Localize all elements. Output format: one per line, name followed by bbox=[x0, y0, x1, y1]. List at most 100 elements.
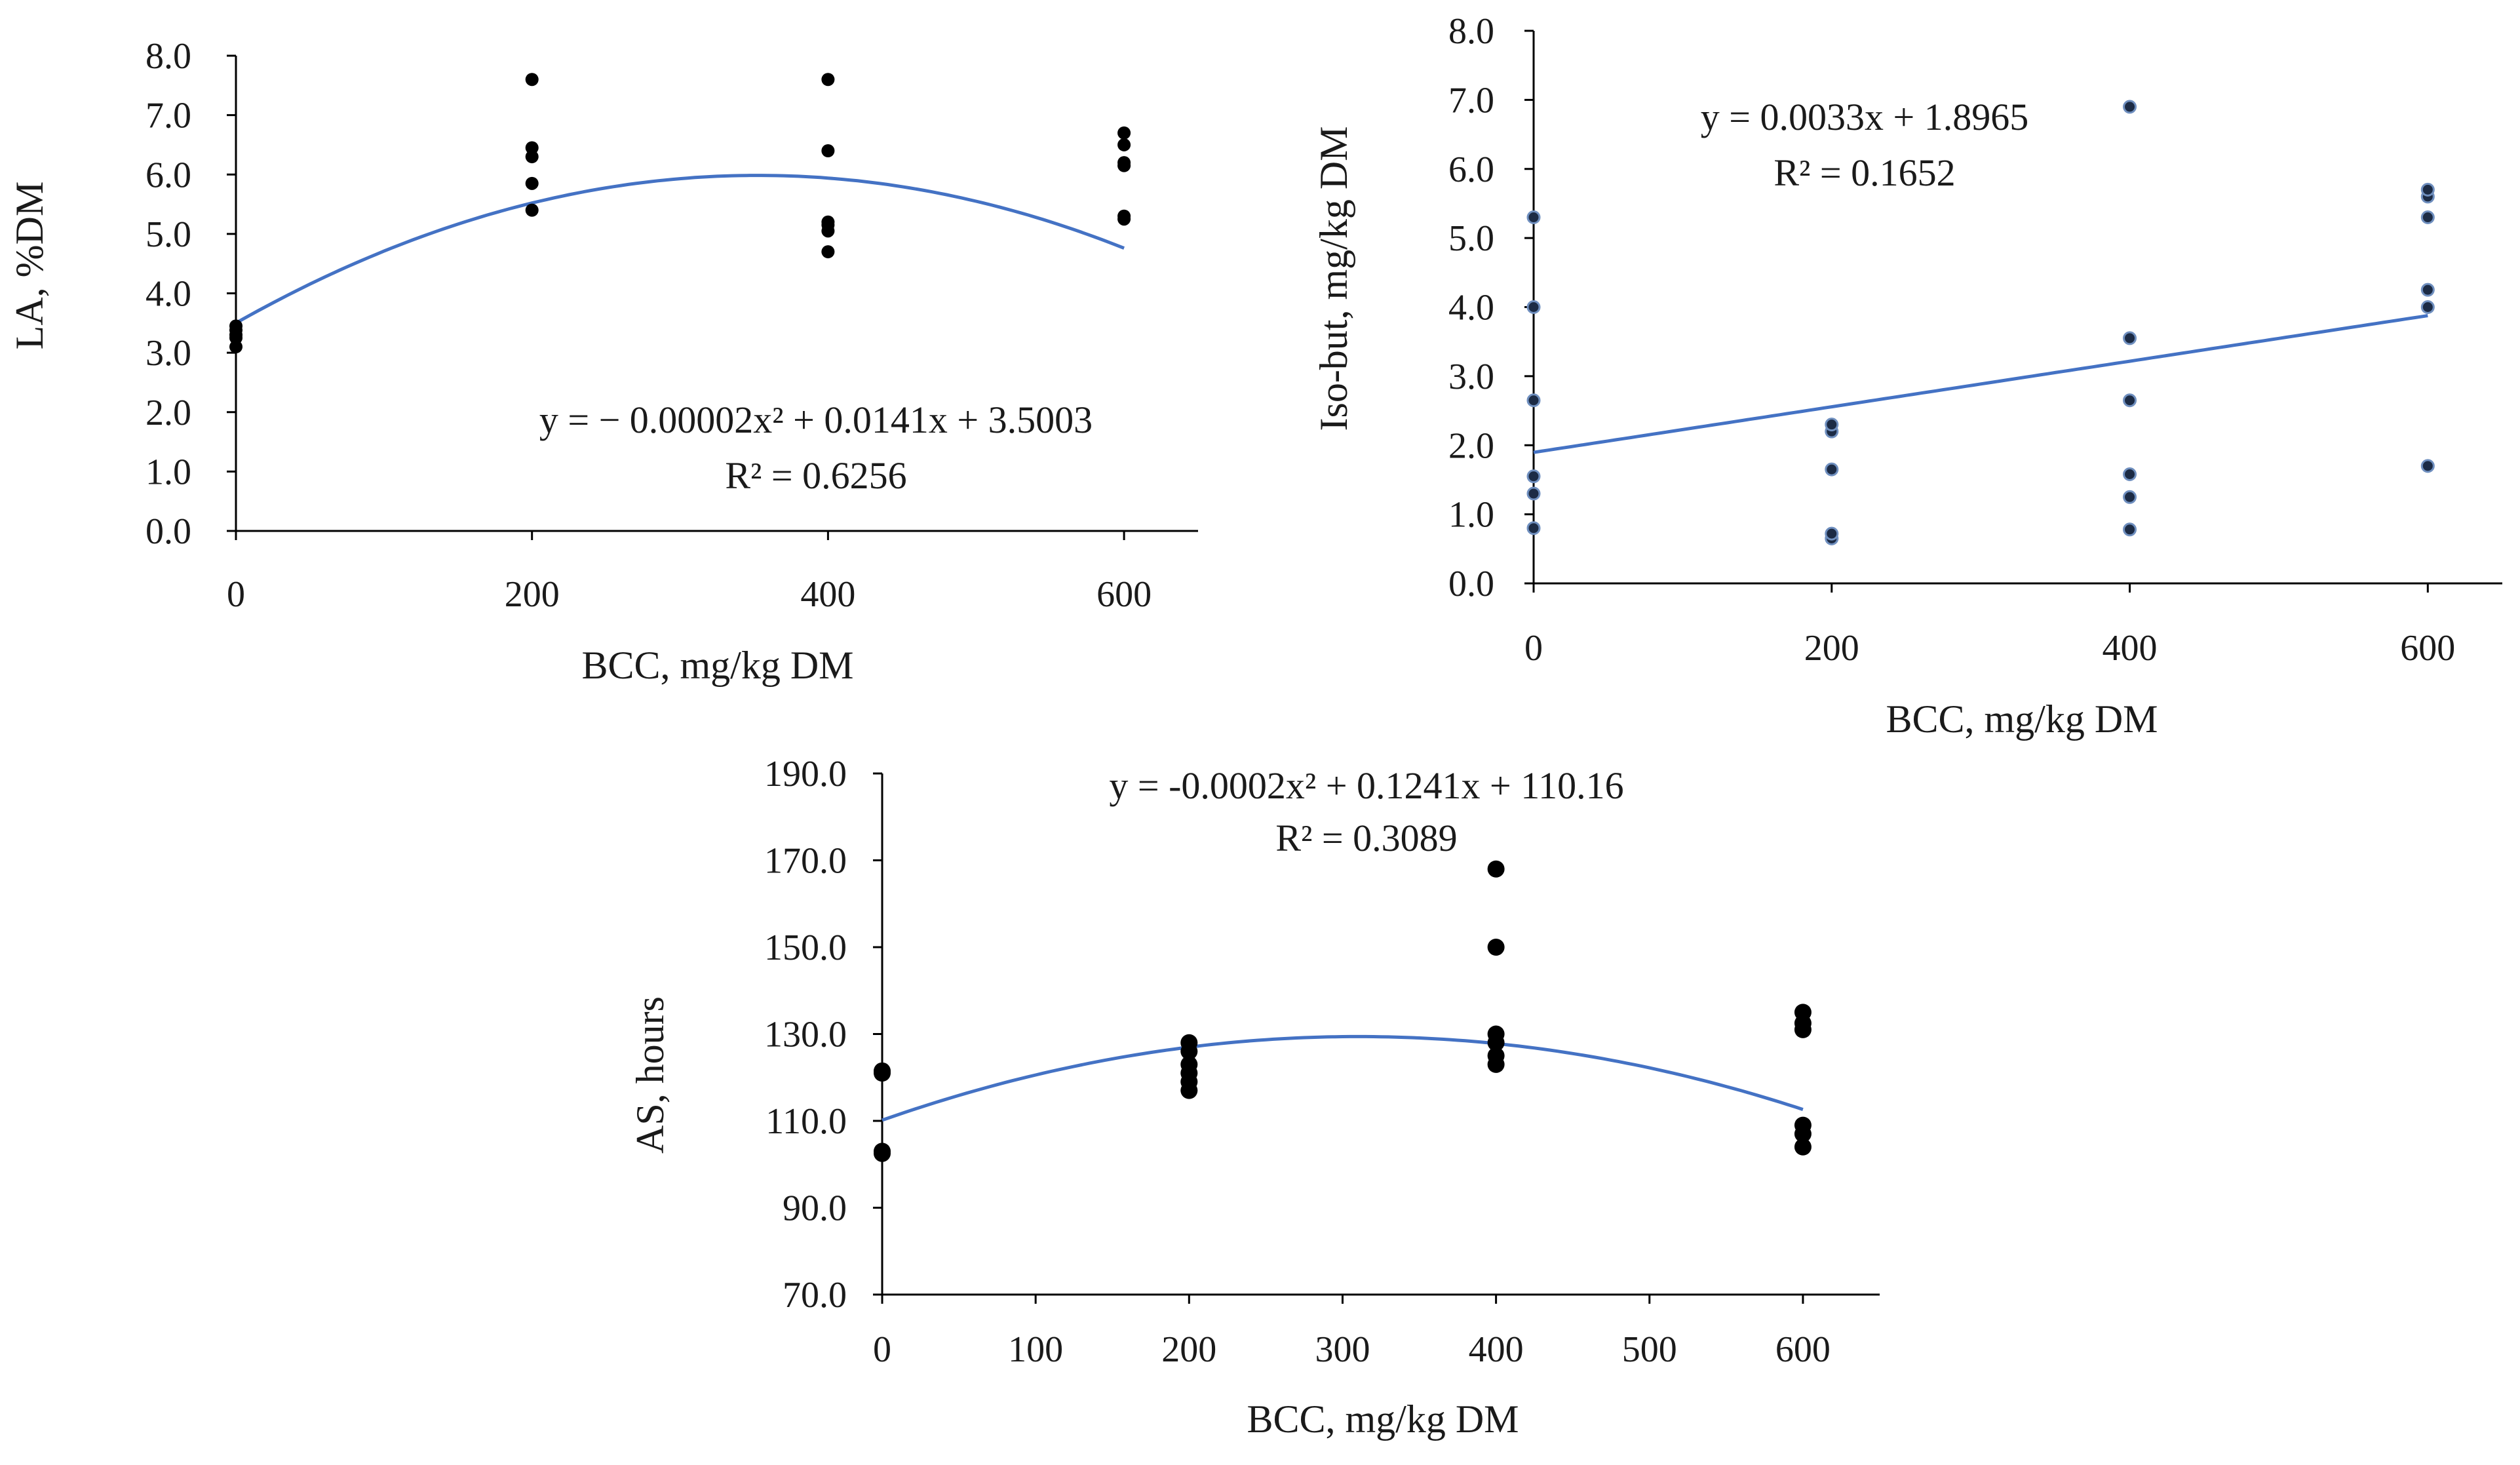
isobut-y-tick-label: 1.0 bbox=[1448, 495, 1494, 536]
la-data-point bbox=[1117, 209, 1131, 223]
as-data-point bbox=[1180, 1055, 1198, 1073]
isobut-x-axis-label: BCC, mg/kg DM bbox=[1886, 697, 2158, 741]
la-x-tick-label: 0 bbox=[227, 574, 245, 615]
la-y-tick-label: 1.0 bbox=[145, 452, 191, 492]
isobut-data-point bbox=[2420, 459, 2435, 473]
isobut-y-tick-label: 7.0 bbox=[1448, 80, 1494, 121]
as-x-tick-label: 500 bbox=[1622, 1329, 1677, 1370]
as-data-point bbox=[1794, 1116, 1812, 1134]
isobut-x-tick-label: 400 bbox=[2103, 628, 2158, 669]
la-trendline bbox=[235, 174, 1125, 324]
la-y-tick-label: 2.0 bbox=[145, 393, 191, 433]
isobut-y-tick-label: 4.0 bbox=[1448, 288, 1494, 328]
as-data-point bbox=[1487, 1025, 1505, 1043]
isobut-y-tick-label: 5.0 bbox=[1448, 218, 1494, 259]
isobut-data-point bbox=[1526, 469, 1541, 484]
isobut-data-point bbox=[2123, 467, 2137, 482]
isobut-x-tick-label: 0 bbox=[1524, 628, 1543, 669]
chart-as: AS, hours BCC, mg/kg DM y = -0.0002x² + … bbox=[629, 754, 1880, 1441]
isobut-data-point bbox=[1825, 418, 1839, 432]
isobut-x-tick-label: 600 bbox=[2400, 628, 2455, 669]
isobut-data-point bbox=[1526, 521, 1541, 536]
as-y-tick-label: 90.0 bbox=[783, 1188, 847, 1229]
la-data-point bbox=[525, 73, 539, 87]
la-data-point bbox=[1117, 156, 1131, 170]
as-data-point bbox=[874, 1062, 891, 1080]
as-y-tick-label: 170.0 bbox=[764, 841, 847, 882]
la-data-point bbox=[821, 144, 835, 157]
as-equation: y = -0.0002x² + 0.1241x + 110.16 bbox=[1109, 764, 1623, 807]
as-trendline bbox=[882, 1034, 1804, 1122]
la-equation: y = − 0.00002x² + 0.0141x + 3.5003 bbox=[539, 399, 1093, 441]
la-data-point bbox=[821, 215, 835, 229]
isobut-y-axis-label: Iso-but, mg/kg DM bbox=[1312, 127, 1355, 431]
as-data-point bbox=[1487, 860, 1505, 878]
la-data-point bbox=[525, 176, 539, 190]
la-data-point bbox=[821, 245, 835, 259]
as-r-squared: R² = 0.3089 bbox=[1275, 817, 1457, 859]
isobut-trendline bbox=[1533, 314, 2428, 454]
as-y-tick-label: 190.0 bbox=[764, 754, 847, 794]
isobut-y-tick-label: 8.0 bbox=[1448, 11, 1494, 52]
as-y-tick-label: 150.0 bbox=[764, 928, 847, 968]
as-data-point bbox=[1180, 1034, 1198, 1051]
isobut-data-point bbox=[1526, 393, 1541, 408]
la-x-tick-label: 400 bbox=[800, 574, 855, 615]
isobut-data-point bbox=[2123, 522, 2137, 537]
as-y-axis-label: AS, hours bbox=[629, 996, 672, 1154]
la-y-tick-label: 5.0 bbox=[145, 214, 191, 255]
la-data-point bbox=[525, 203, 539, 217]
isobut-equation: y = 0.0033x + 1.8965 bbox=[1701, 96, 2028, 138]
chart-isobut: Iso-but, mg/kg DM BCC, mg/kg DM y = 0.00… bbox=[1312, 11, 2502, 741]
la-y-tick-label: 8.0 bbox=[145, 36, 191, 77]
as-data-point bbox=[1487, 939, 1505, 956]
la-y-tick-label: 6.0 bbox=[145, 155, 191, 195]
isobut-y-tick-label: 0.0 bbox=[1448, 564, 1494, 604]
isobut-data-point bbox=[2123, 100, 2137, 114]
as-x-tick-label: 100 bbox=[1008, 1329, 1063, 1370]
isobut-data-point bbox=[1526, 486, 1541, 501]
as-data-point bbox=[1794, 1004, 1812, 1021]
as-x-tick-label: 0 bbox=[873, 1329, 891, 1370]
la-x-axis-label: BCC, mg/kg DM bbox=[581, 644, 853, 687]
isobut-data-point bbox=[2123, 331, 2137, 345]
la-y-tick-label: 3.0 bbox=[145, 333, 191, 374]
isobut-x-tick-label: 200 bbox=[1804, 628, 1859, 669]
as-data-point bbox=[874, 1143, 891, 1160]
la-data-point bbox=[821, 73, 835, 87]
isobut-data-point bbox=[2420, 210, 2435, 225]
as-y-tick-label: 110.0 bbox=[766, 1101, 847, 1142]
isobut-data-point bbox=[1526, 300, 1541, 314]
as-x-tick-label: 200 bbox=[1161, 1329, 1216, 1370]
isobut-y-tick-label: 3.0 bbox=[1448, 357, 1494, 397]
as-y-tick-label: 70.0 bbox=[783, 1275, 847, 1316]
isobut-data-point bbox=[2123, 393, 2137, 408]
isobut-data-point bbox=[1825, 526, 1839, 541]
la-y-axis-label: LA, %DM bbox=[8, 182, 51, 350]
la-y-tick-label: 0.0 bbox=[145, 511, 191, 552]
la-y-tick-label: 4.0 bbox=[145, 274, 191, 315]
isobut-data-point bbox=[2420, 182, 2435, 197]
la-data-point bbox=[1117, 138, 1131, 151]
isobut-y-tick-label: 2.0 bbox=[1448, 425, 1494, 466]
as-x-tick-label: 600 bbox=[1775, 1329, 1831, 1370]
la-data-point bbox=[525, 141, 539, 155]
as-data-point bbox=[1794, 1138, 1812, 1156]
la-x-tick-label: 200 bbox=[505, 574, 560, 615]
as-x-axis-label: BCC, mg/kg DM bbox=[1247, 1397, 1519, 1441]
as-x-tick-label: 400 bbox=[1469, 1329, 1524, 1370]
isobut-data-point bbox=[2420, 283, 2435, 297]
as-y-tick-label: 130.0 bbox=[764, 1015, 847, 1055]
la-data-point bbox=[229, 319, 242, 333]
isobut-data-point bbox=[1825, 462, 1839, 477]
isobut-data-point bbox=[2123, 490, 2137, 504]
as-x-tick-label: 300 bbox=[1315, 1329, 1370, 1370]
la-y-tick-label: 7.0 bbox=[145, 96, 191, 136]
as-data-point bbox=[1487, 1047, 1505, 1065]
isobut-y-tick-label: 6.0 bbox=[1448, 149, 1494, 190]
la-x-tick-label: 600 bbox=[1096, 574, 1152, 615]
isobut-data-point bbox=[1526, 210, 1541, 225]
isobut-data-point bbox=[2420, 300, 2435, 314]
isobut-r-squared: R² = 0.1652 bbox=[1774, 151, 1955, 194]
